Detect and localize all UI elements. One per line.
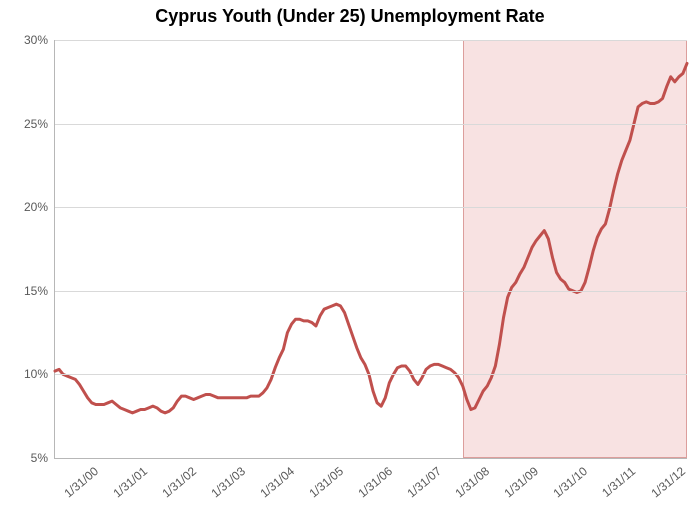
x-tick-label: 1/31/05 <box>306 464 346 500</box>
x-tick-label: 1/31/04 <box>257 464 297 500</box>
gridline <box>55 40 687 41</box>
gridline <box>55 374 687 375</box>
line-layer <box>55 40 687 458</box>
gridline <box>55 124 687 125</box>
y-tick-label: 25% <box>14 117 48 131</box>
gridline <box>55 207 687 208</box>
plot-area <box>54 40 687 459</box>
y-tick-label: 5% <box>14 451 48 465</box>
chart-title: Cyprus Youth (Under 25) Unemployment Rat… <box>0 6 700 27</box>
x-tick-label: 1/31/11 <box>599 464 638 500</box>
series-line <box>55 63 687 412</box>
x-tick-label: 1/31/09 <box>502 464 542 500</box>
x-tick-label: 1/31/12 <box>649 464 689 500</box>
x-tick-label: 1/31/10 <box>551 464 591 500</box>
y-tick-label: 30% <box>14 33 48 47</box>
x-tick-label: 1/31/02 <box>159 464 199 500</box>
x-tick-label: 1/31/00 <box>61 464 101 500</box>
x-tick-label: 1/31/06 <box>355 464 395 500</box>
y-tick-label: 20% <box>14 200 48 214</box>
chart-container: Cyprus Youth (Under 25) Unemployment Rat… <box>0 0 700 525</box>
gridline <box>55 291 687 292</box>
y-tick-label: 10% <box>14 367 48 381</box>
x-tick-label: 1/31/01 <box>110 464 150 500</box>
x-tick-label: 1/31/07 <box>404 464 444 500</box>
x-tick-label: 1/31/03 <box>208 464 248 500</box>
y-tick-label: 15% <box>14 284 48 298</box>
x-tick-label: 1/31/08 <box>453 464 493 500</box>
